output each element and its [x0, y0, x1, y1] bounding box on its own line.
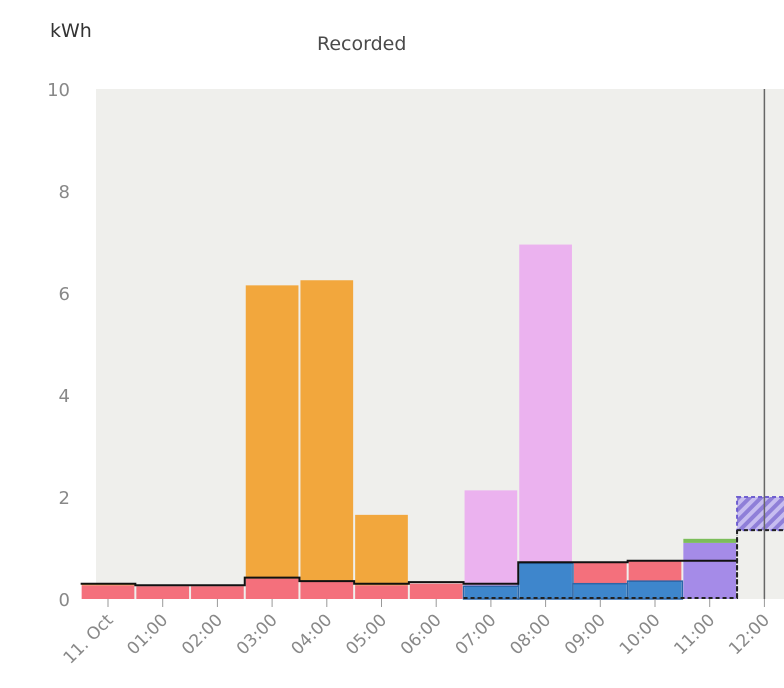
- x-tick-label: 11. Oct: [60, 610, 118, 668]
- x-tick-label: 04:00: [288, 610, 337, 659]
- y-tick-label: 8: [59, 182, 70, 203]
- bar-segment: [683, 560, 737, 599]
- bar-segment: [300, 581, 354, 599]
- chart-title: Recorded: [317, 33, 407, 55]
- bar-segment: [519, 244, 572, 564]
- y-axis-unit: kWh: [50, 20, 92, 42]
- bar-segment: [683, 542, 737, 561]
- bar-segment: [683, 538, 737, 543]
- y-tick-label: 6: [59, 284, 70, 305]
- bar-segment: [573, 583, 627, 599]
- bar-segment: [628, 581, 682, 599]
- x-tick-label: 12:00: [725, 610, 774, 659]
- baseline-step-line: [80, 559, 738, 587]
- bar-segment: [519, 563, 572, 599]
- bar-segment: [300, 280, 354, 582]
- bar-segment: [573, 562, 627, 584]
- x-tick-label: 02:00: [178, 610, 227, 659]
- bar-segment: [191, 586, 244, 599]
- bar-segment: [245, 578, 299, 599]
- y-tick-label: 10: [47, 80, 70, 101]
- forecast-range: [736, 496, 784, 532]
- y-tick-label: 0: [59, 590, 70, 611]
- x-tick-label: 03:00: [233, 610, 282, 659]
- y-tick-label: 2: [59, 488, 70, 509]
- bar-segment: [81, 585, 135, 599]
- bar-segment: [245, 285, 299, 579]
- x-tick-label: 09:00: [561, 610, 610, 659]
- x-tick-label: 10:00: [616, 610, 665, 659]
- bar-segment: [355, 514, 408, 586]
- bar-segment: [136, 586, 190, 599]
- x-tick-label: 07:00: [452, 610, 501, 659]
- bar-segment: [464, 490, 518, 587]
- x-tick-label: 08:00: [506, 610, 555, 659]
- dashed-outline: [463, 535, 739, 599]
- bar-segment: [355, 585, 408, 599]
- bar-segment: [464, 586, 518, 599]
- y-tick-label: 4: [59, 386, 70, 407]
- x-tick-label: 06:00: [397, 610, 446, 659]
- x-tick-label: 01:00: [123, 610, 172, 659]
- bar-segment: [628, 560, 682, 582]
- bar-segment: [409, 583, 463, 599]
- x-tick-label: 11:00: [670, 610, 719, 659]
- plot-area: [96, 89, 784, 599]
- x-tick-label: 05:00: [342, 610, 391, 659]
